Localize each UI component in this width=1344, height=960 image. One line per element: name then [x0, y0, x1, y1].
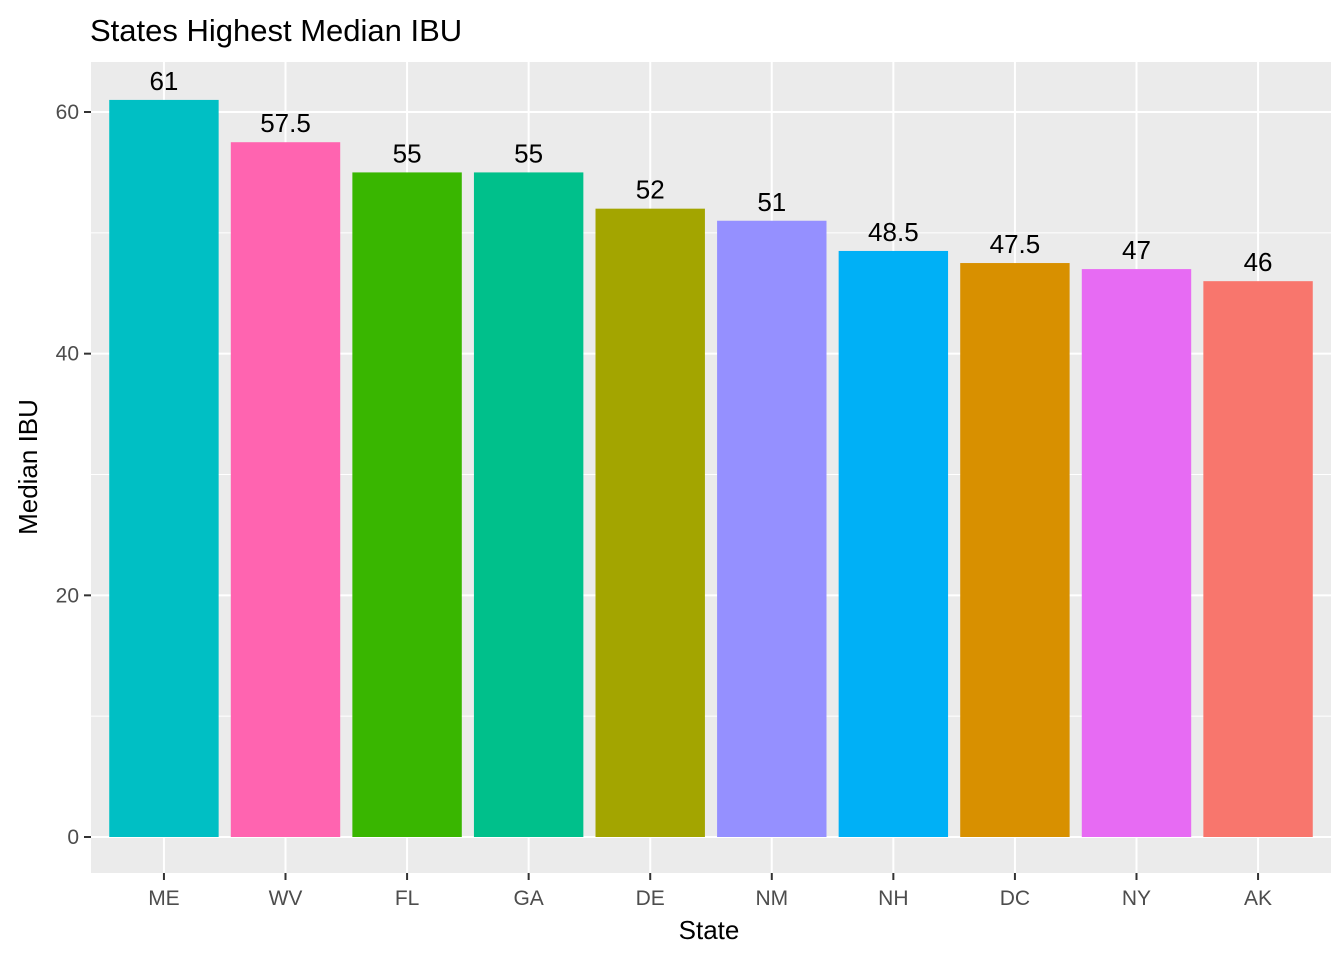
bars — [109, 99, 1313, 838]
data-label-wv: 57.5 — [260, 108, 311, 138]
bar-me — [109, 99, 219, 837]
bar-fl — [352, 172, 462, 837]
data-label-de: 52 — [636, 175, 665, 205]
x-tick-label-ak: AK — [1244, 887, 1272, 910]
bar-ak — [1203, 281, 1313, 838]
x-tick-label-nm: NM — [755, 887, 788, 910]
x-tick-label-fl: FL — [395, 887, 420, 910]
data-label-me: 61 — [149, 66, 178, 96]
bar-nm — [717, 220, 827, 837]
data-label-ak: 46 — [1244, 247, 1273, 277]
bar-de — [595, 208, 705, 837]
bar-dc — [960, 263, 1070, 838]
chart-title: States Highest Median IBU — [90, 13, 462, 48]
data-label-ga: 55 — [514, 138, 543, 168]
y-tick-label: 0 — [67, 826, 79, 849]
x-axis-title: State — [679, 915, 740, 945]
data-label-fl: 55 — [393, 138, 422, 168]
x-tick-label-wv: WV — [269, 887, 303, 910]
bar-wv — [230, 142, 341, 838]
data-label-nm: 51 — [757, 187, 786, 217]
bar-ny — [1081, 269, 1192, 837]
y-axis-title: Median IBU — [13, 399, 43, 535]
y-tick-label: 40 — [56, 343, 79, 366]
x-tick-label-me: ME — [148, 887, 180, 910]
bar-nh — [838, 250, 949, 838]
x-tick-label-nh: NH — [878, 887, 908, 910]
data-label-ny: 47 — [1122, 235, 1151, 265]
x-tick-label-ga: GA — [513, 887, 543, 910]
x-tick-label-ny: NY — [1122, 887, 1151, 910]
data-labels: 61 57.5 55 55 52 51 48.5 47.5 47 46 — [149, 66, 1272, 277]
data-label-nh: 48.5 — [868, 217, 919, 247]
y-axis: 0 20 40 60 — [56, 101, 91, 849]
x-tick-label-de: DE — [636, 887, 665, 910]
x-tick-label-dc: DC — [1000, 887, 1030, 910]
data-label-dc: 47.5 — [990, 229, 1041, 259]
x-axis: ME WV FL GA DE NM NH DC NY AK — [148, 873, 1272, 910]
y-tick-label: 60 — [56, 101, 79, 124]
y-tick-label: 20 — [56, 584, 79, 607]
bar-ga — [473, 172, 584, 837]
